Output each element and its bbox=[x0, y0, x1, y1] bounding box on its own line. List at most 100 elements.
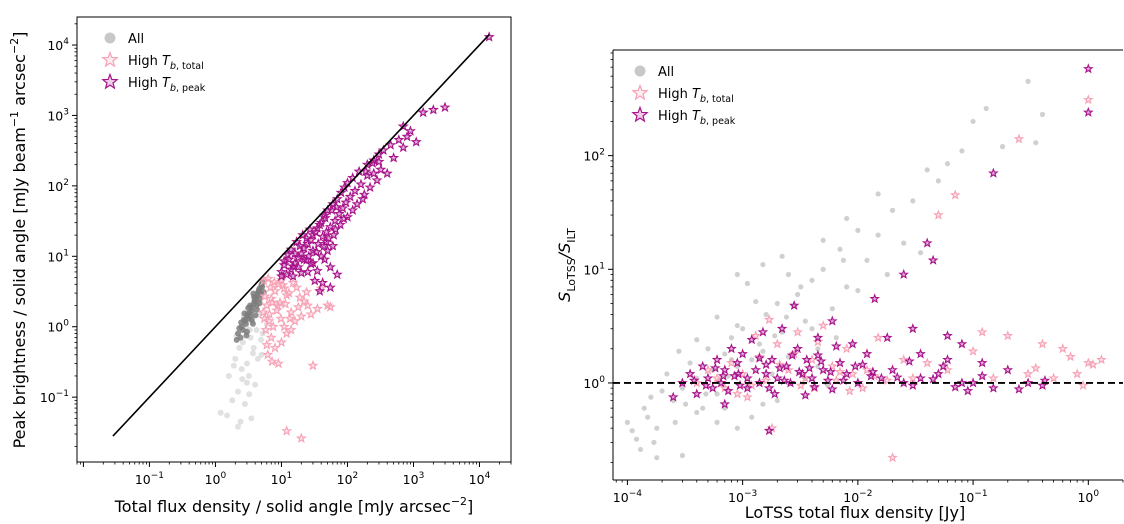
legend-label-0: All bbox=[128, 32, 144, 47]
legend-label-0: All bbox=[658, 65, 674, 80]
right-x-ticks: 10−4 10−3 10−2 10−1 100 bbox=[613, 480, 1124, 505]
chart1-series2-point bbox=[710, 362, 721, 373]
chart0-series2-point bbox=[275, 312, 287, 324]
chart0-series2-point bbox=[261, 299, 273, 311]
legend-label-2: High Tb, peak bbox=[128, 76, 206, 94]
chart1-series2-point bbox=[700, 379, 712, 390]
chart1-series2-point bbox=[702, 372, 714, 383]
chart1-series2-point bbox=[1083, 63, 1094, 74]
y-tick-label: 101 bbox=[47, 248, 69, 264]
chart1-series0-point bbox=[760, 348, 766, 354]
chart1-series2-point bbox=[757, 326, 769, 337]
chart0-series3-point bbox=[295, 267, 307, 278]
chart1-series0-point bbox=[970, 118, 976, 125]
chart1-series0-point bbox=[749, 357, 755, 363]
chart1-series1-point bbox=[1087, 359, 1099, 370]
chart1-series2-point bbox=[737, 348, 748, 359]
chart1-series0-point bbox=[809, 277, 815, 283]
chart1-series0-point bbox=[694, 337, 700, 343]
chart0-series0-point bbox=[232, 355, 239, 362]
one-to-one-line bbox=[112, 34, 490, 437]
chart1-series1-point bbox=[933, 209, 944, 220]
chart1-series2-point bbox=[726, 343, 737, 354]
chart0-series2-point bbox=[287, 277, 299, 288]
chart1-series2-point bbox=[667, 391, 679, 402]
chart1-series0-point bbox=[844, 215, 850, 222]
chart0-series0-point bbox=[248, 415, 255, 422]
chart0-series3-point bbox=[329, 214, 341, 226]
chart0-series2-point bbox=[324, 301, 336, 312]
chart0-series3-point bbox=[373, 155, 385, 167]
x-tick-label: 104 bbox=[469, 471, 491, 487]
chart1-series1-point bbox=[988, 372, 999, 383]
chart1-series2-point bbox=[754, 352, 765, 363]
chart0-series3-point bbox=[483, 31, 495, 42]
chart0-series3-point bbox=[333, 208, 345, 219]
chart0-series3-point bbox=[312, 238, 324, 249]
chart0-series2-point bbox=[268, 276, 280, 287]
chart0-series2-point bbox=[275, 274, 287, 285]
chart0-series0-point bbox=[253, 326, 260, 333]
chart0-series2-point bbox=[295, 432, 307, 444]
chart0-series2-point bbox=[294, 291, 306, 303]
chart1-series0-point bbox=[889, 207, 896, 213]
x-tick-label: 102 bbox=[337, 471, 359, 487]
chart1-series0-point bbox=[648, 394, 654, 400]
chart1-series0-point bbox=[694, 409, 700, 416]
chart0-series0-point bbox=[249, 350, 256, 357]
left-plot-points bbox=[217, 31, 495, 444]
chart1-series1-point bbox=[1048, 372, 1059, 383]
chart1-series2-point bbox=[1037, 379, 1048, 390]
chart1-series2-point bbox=[847, 338, 858, 349]
chart0-series2-point bbox=[307, 359, 319, 371]
x-tick-label: 100 bbox=[1077, 489, 1099, 505]
chart1-series2-point bbox=[769, 388, 781, 399]
chart1-series2-point bbox=[684, 368, 696, 379]
chart0-series3-point bbox=[323, 232, 335, 243]
chart0-series2-point bbox=[292, 301, 304, 312]
chart1-series2-point bbox=[812, 332, 824, 343]
chart0-series0-point bbox=[230, 362, 237, 369]
chart1-series2-point bbox=[915, 372, 926, 383]
y-tick-label: 102 bbox=[47, 178, 69, 194]
chart1-series0-point bbox=[753, 298, 759, 305]
chart1-series2-point bbox=[806, 372, 818, 383]
chart1-series0-point bbox=[875, 232, 881, 238]
y-tick-label: 10−1 bbox=[40, 389, 69, 405]
chart0-series0-point bbox=[224, 412, 231, 419]
chart1-series1-point bbox=[1096, 354, 1107, 365]
chart0-series2-point bbox=[262, 348, 274, 360]
chart1-series0-point bbox=[1039, 111, 1046, 118]
chart1-series2-point bbox=[760, 359, 772, 370]
chart1-series2-point bbox=[707, 382, 718, 393]
chart1-series0-point bbox=[760, 261, 766, 268]
chart1-series2-point bbox=[763, 425, 775, 436]
chart1-series2-point bbox=[718, 370, 729, 381]
chart0-series0-point bbox=[229, 397, 236, 404]
chart0-series3-point bbox=[314, 219, 326, 230]
chart0-series3-point bbox=[318, 240, 330, 251]
chart0-series2-point bbox=[265, 331, 277, 343]
chart1-series0-point bbox=[740, 326, 746, 332]
chart0-series2-point bbox=[260, 324, 272, 335]
chart1-series0-point bbox=[703, 391, 709, 397]
chart0-series3-point bbox=[324, 281, 336, 293]
chart1-series0-point bbox=[769, 371, 775, 377]
chart0-series2-point bbox=[295, 310, 307, 322]
chart1-series1-point bbox=[827, 360, 838, 371]
chart1-series1-point bbox=[887, 452, 898, 463]
chart0-series1-point bbox=[233, 336, 240, 343]
left-x-axis-label: Total flux density / solid angle [mJy ar… bbox=[114, 495, 474, 516]
chart1-series1-point bbox=[841, 343, 852, 354]
chart1-series0-point bbox=[672, 419, 678, 425]
chart0-series3-point bbox=[287, 260, 299, 272]
chart1-series2-point bbox=[881, 332, 893, 343]
chart1-series0-point bbox=[744, 280, 751, 287]
chart1-series1-point bbox=[1013, 133, 1025, 144]
chart1-series0-point bbox=[728, 335, 735, 341]
chart1-series1-point bbox=[750, 330, 762, 341]
chart1-series2-point bbox=[827, 383, 838, 394]
chart1-series1-point bbox=[872, 332, 884, 343]
chart1-series0-point bbox=[802, 318, 808, 324]
chart0-series1-point bbox=[256, 300, 263, 307]
